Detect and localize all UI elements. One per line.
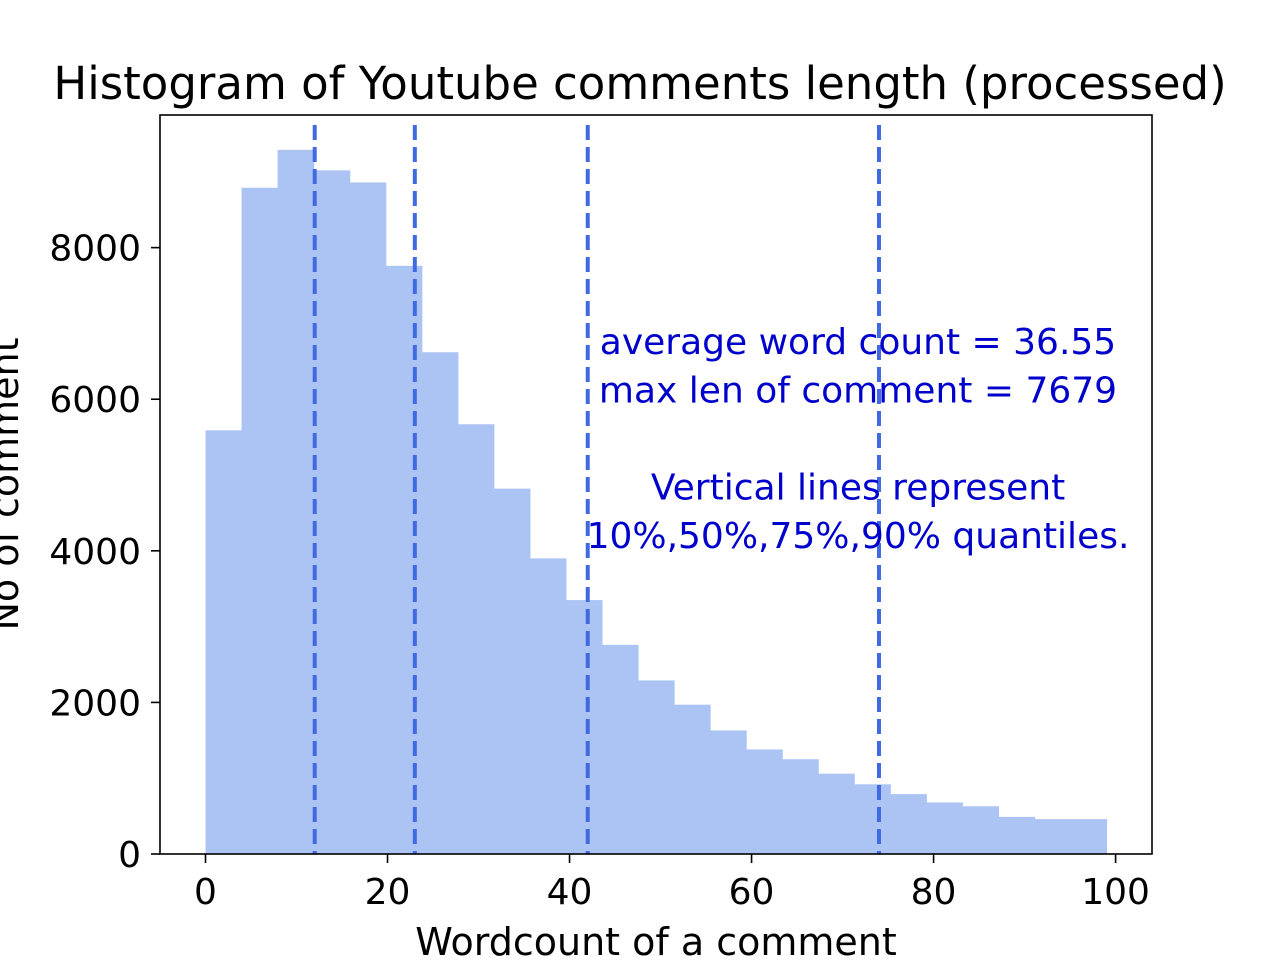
histogram-bar (674, 704, 711, 854)
annotation-line: max len of comment = 7679 (599, 371, 1117, 412)
histogram-bar (241, 187, 279, 855)
x-tick-label: 40 (547, 872, 593, 913)
x-axis-label: Wordcount of a comment (415, 920, 897, 960)
y-axis-ticks: 0 2000 4000 6000 8000 (49, 229, 160, 876)
y-tick-label: 8000 (49, 229, 141, 270)
x-axis-ticks: 0 20 40 60 80 100 (194, 854, 1150, 913)
x-tick-label: 80 (911, 872, 957, 913)
histogram-bar (385, 265, 423, 854)
histogram-bar (782, 759, 819, 854)
histogram-bar (457, 424, 495, 854)
annotation-line: Vertical lines represent (651, 468, 1065, 509)
y-tick-label: 0 (118, 835, 141, 876)
x-tick-label: 100 (1081, 872, 1150, 913)
histogram-bar (998, 816, 1036, 854)
x-tick-label: 20 (365, 872, 411, 913)
histogram-bar (277, 149, 315, 854)
histogram-bar (962, 806, 999, 854)
annotation-text: average word count = 36.55 max len of co… (587, 322, 1130, 557)
histogram-bar (637, 680, 675, 854)
histogram-bar (565, 600, 603, 854)
histogram-bar (746, 749, 783, 854)
histogram-bar (710, 730, 747, 854)
y-tick-label: 6000 (49, 380, 141, 421)
histogram-bars (205, 149, 1108, 855)
y-tick-label: 2000 (49, 683, 141, 724)
quantile-lines (312, 125, 881, 854)
x-tick-label: 0 (194, 872, 217, 913)
histogram-bar (926, 802, 963, 854)
y-tick-label: 4000 (49, 532, 141, 573)
histogram-bar (854, 784, 891, 854)
histogram-bar (890, 794, 927, 854)
histogram-bar (349, 182, 387, 854)
histogram-bar (601, 644, 639, 854)
histogram-bar (313, 170, 351, 854)
chart-title: Histogram of Youtube comments length (pr… (53, 57, 1226, 110)
histogram-bar (421, 352, 459, 854)
histogram-bar (1034, 819, 1072, 854)
x-tick-label: 60 (729, 872, 775, 913)
y-axis-label: No of comment (0, 338, 27, 631)
annotation-line: average word count = 36.55 (600, 322, 1116, 363)
histogram-bar (529, 558, 567, 854)
histogram-bar (205, 430, 243, 854)
plot-frame (159, 114, 1153, 855)
histogram-bar (493, 488, 531, 854)
annotation-line: 10%,50%,75%,90% quantiles. (587, 516, 1130, 557)
histogram-bar (818, 773, 855, 854)
histogram-bar (1070, 819, 1108, 854)
